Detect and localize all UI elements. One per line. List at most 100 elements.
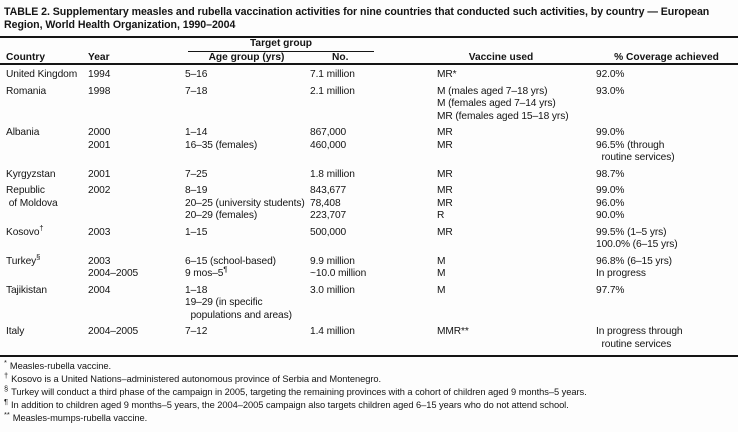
cell-year: 2004 <box>88 285 185 327</box>
cell-line: 7–12 <box>185 326 208 337</box>
target-group-spanner-row: Target group <box>0 38 738 52</box>
cell-line: 99.0% <box>596 127 625 138</box>
cell-line: Republic <box>6 185 45 196</box>
cell-coverage: 97.7% <box>595 285 738 327</box>
cell-age-group: 8–19 20–25 (university students) 20–29 (fe… <box>185 185 308 227</box>
cell-coverage: In progress through routine services <box>595 326 738 355</box>
table-row: Kyrgyzstan 2001 7–25 1.8 million MR 98.7% <box>0 169 738 186</box>
cell-vaccine: M (males aged 7–18 yrs) M (females aged 7… <box>435 86 595 128</box>
cell-line: 96.8% (6–15 yrs) <box>596 255 672 267</box>
cell-line: 1–14 <box>185 127 208 138</box>
cell-line: 1994 <box>88 69 111 80</box>
cell-line: MR <box>437 139 453 151</box>
cell-number: 7.1 million <box>308 64 435 86</box>
cell-age-group: 5–16 <box>185 64 308 86</box>
cell-line: 90.0% <box>596 210 625 221</box>
cell-line: Romania <box>6 85 47 97</box>
column-header-coverage: % Coverage achieved <box>595 52 738 65</box>
cell-vaccine: MR* <box>435 64 595 86</box>
cell-line: 2.1 million <box>310 85 355 97</box>
cell-line: 843,677 <box>310 185 347 196</box>
cell-line: M <box>437 284 446 296</box>
cell-number: 1.8 million <box>308 169 435 186</box>
cell-line: 96.0% <box>596 197 625 209</box>
cell-coverage: 99.5% (1–5 yrs) 100.0% (6–15 yrs) <box>595 227 738 256</box>
table-row: Albania 2000 2001 1–14 16–35 (females) 867,00… <box>0 127 738 169</box>
column-header-year: Year <box>88 52 185 65</box>
cell-vaccine: MR MR <box>435 127 595 169</box>
cell-line: MR <box>437 168 453 180</box>
cell-age-group: 7–18 <box>185 86 308 128</box>
cell-country: Kosovo† <box>0 223 88 256</box>
cell-age-group: 6–15 (school-based) 9 mos–5¶ <box>185 256 308 285</box>
footnote-marker: ¶ <box>4 396 8 406</box>
cell-line: MR <box>437 197 453 209</box>
cell-vaccine: MMR** <box>435 326 595 355</box>
cell-line: 2000 <box>88 127 111 138</box>
cell-line: 2004–2005 <box>88 268 139 279</box>
cell-line: 5–16 <box>185 69 208 80</box>
table-row: Tajikistan 2004 1–18 19–29 (in specific pop… <box>0 285 738 327</box>
cell-line: MR <box>437 226 453 238</box>
cell-line: 1–15 <box>185 226 208 238</box>
cell-year: 2000 2001 <box>88 127 185 169</box>
cell-line: 9.9 million <box>310 255 355 267</box>
cell-year: 2004–2005 <box>88 326 185 355</box>
cell-line: 98.7% <box>596 168 625 180</box>
cell-line: 500,000 <box>310 226 347 238</box>
cell-line: 2003 <box>88 226 111 238</box>
cell-line: M <box>437 255 446 267</box>
cell-year: 2001 <box>88 169 185 186</box>
cell-line: of Moldova <box>6 197 58 209</box>
cell-age-group: 7–25 <box>185 169 308 186</box>
cell-line: 8–19 <box>185 185 208 196</box>
cell-line: United Kingdom <box>6 69 78 80</box>
title-rule <box>0 36 738 38</box>
cell-year: 1994 <box>88 64 185 86</box>
footnote: * Measles-rubella vaccine. <box>4 359 734 373</box>
footnote-marker: ** <box>4 409 10 419</box>
cell-line: 92.0% <box>596 69 625 80</box>
cell-vaccine: MR <box>435 169 595 186</box>
cell-number: 2.1 million <box>308 86 435 128</box>
footnote-text: Measles-rubella vaccine. <box>9 361 111 371</box>
cell-country: Romania <box>0 86 88 128</box>
cell-number: 3.0 million <box>308 285 435 327</box>
spanner-spacer <box>595 38 738 52</box>
cell-number: 843,677 78,408 223,707 <box>308 185 435 227</box>
cell-line: 1.4 million <box>310 326 355 337</box>
cell-line: 2002 <box>88 185 111 196</box>
cell-line: MR (females aged 15–18 yrs) <box>437 110 569 122</box>
footnote: § Turkey will conduct a third phase of th… <box>4 385 734 399</box>
cell-line: 1998 <box>88 85 111 97</box>
cell-line: M <box>437 268 446 279</box>
cell-coverage: 92.0% <box>595 64 738 86</box>
table-row: Republic of Moldova 2002 8–19 20–25 (univer… <box>0 185 738 227</box>
footnote-text: Kosovo is a United Nations–administered … <box>11 374 382 384</box>
spanner-spacer <box>88 38 185 52</box>
cell-line: 2003 <box>88 255 111 267</box>
column-header-age-group: Age group (yrs) <box>185 52 308 65</box>
cell-line: populations and areas) <box>185 309 292 321</box>
cell-number: 9.9 million ~10.0 million <box>308 256 435 285</box>
cell-vaccine: MR MR R <box>435 185 595 227</box>
cell-coverage: 99.0% 96.5% (through routine services) <box>595 127 738 169</box>
table-row: Turkey§ 2003 2004–2005 6–15 (school-based) 9… <box>0 253 738 285</box>
cell-line: 1.8 million <box>310 168 355 180</box>
cell-line: In progress through <box>596 326 683 337</box>
cell-line: Kosovo† <box>6 223 44 238</box>
cell-year: 1998 <box>88 86 185 128</box>
cell-age-group: 1–18 19–29 (in specific populations and a… <box>185 285 308 327</box>
column-header-row: Country Year Age group (yrs) No. Vaccine… <box>0 52 738 65</box>
cell-line: MMR** <box>437 326 469 337</box>
cell-year: 2003 2004–2005 <box>88 256 185 285</box>
cell-number: 1.4 million <box>308 326 435 355</box>
cell-coverage: 93.0% <box>595 86 738 128</box>
cell-line: 3.0 million <box>310 284 355 296</box>
cell-line: 19–29 (in specific <box>185 297 263 308</box>
vaccination-table: Target group Country Year Age group (yrs… <box>0 38 738 355</box>
cell-line: 223,707 <box>310 210 347 221</box>
cell-line: R <box>437 210 445 221</box>
cell-country: Tajikistan <box>0 285 88 327</box>
